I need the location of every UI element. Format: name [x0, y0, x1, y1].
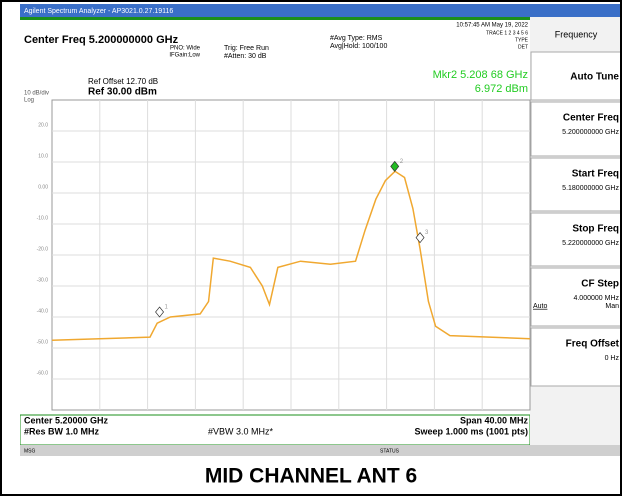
- title-bar: [20, 4, 620, 17]
- y-tick-label: -60.0: [37, 370, 49, 376]
- softkey-label: Stop Freq: [572, 224, 619, 235]
- marker-label: 3: [425, 230, 429, 236]
- sweep: Sweep 1.000 ms (1001 pts): [414, 426, 528, 436]
- clock: 10:57:45 AM May 19, 2022: [456, 23, 528, 29]
- msg: MSG: [24, 448, 36, 454]
- center-freq: Center Freq 5.200000000 GHz: [24, 34, 179, 46]
- softkey-label: Start Freq: [572, 169, 619, 180]
- log: Log: [24, 98, 34, 104]
- pno: PNO: Wide: [170, 46, 201, 52]
- marker-label: 2: [400, 159, 404, 165]
- marker-freq: Mkr2 5.208 68 GHz: [433, 69, 528, 81]
- marker: [390, 160, 400, 172]
- marker-level: 6.972 dBm: [475, 83, 528, 95]
- y-tick-label: 0.00: [38, 184, 48, 190]
- db-div: 10 dB/div: [24, 91, 49, 97]
- softkey: [530, 51, 620, 101]
- softkey-value: 0 Hz: [605, 355, 620, 362]
- footer-area: [20, 414, 531, 446]
- title-text: Agilent Spectrum Analyzer - AP3021.0.27.…: [24, 8, 173, 15]
- softkey: [530, 157, 620, 212]
- softkey-man: Man: [605, 303, 619, 310]
- softkey-label: CF Step: [581, 279, 619, 290]
- softkey-label: Auto Tune: [570, 72, 619, 83]
- avg-type: #Avg Type: RMS: [330, 35, 383, 42]
- y-tick-label: 10.0: [38, 153, 48, 159]
- span: Span 40.00 MHz: [460, 415, 529, 425]
- y-tick-label: -10.0: [37, 215, 49, 221]
- y-tick-label: -30.0: [37, 277, 49, 283]
- res-bw: #Res BW 1.0 MHz: [24, 426, 100, 436]
- ifgain: IFGain:Low: [169, 53, 200, 59]
- trig: Trig: Free Run: [224, 45, 269, 52]
- y-tick-label: -20.0: [37, 246, 49, 252]
- vbw: #VBW 3.0 MHz*: [208, 426, 274, 436]
- status: STATUS: [380, 448, 400, 454]
- softkey-auto: Auto: [533, 303, 548, 310]
- avg-hold: Avg|Hold: 100/100: [330, 43, 387, 50]
- trace-label: TRACE 1 2 3 4 5 6: [486, 30, 528, 36]
- softkey-value: 5.200000000 GHz: [562, 129, 619, 136]
- type-label: TYPE: [515, 37, 529, 43]
- footer-center: Center 5.20000 GHz: [24, 415, 109, 425]
- softkey-label: Center Freq: [563, 113, 619, 124]
- softkey-value: 4.000000 MHz: [573, 295, 619, 302]
- softkey: [530, 267, 620, 327]
- softkey: [530, 327, 620, 387]
- marker: [415, 232, 425, 244]
- softkey-value: 5.180000000 GHz: [562, 185, 619, 192]
- status-strip: [20, 17, 530, 20]
- marker: [155, 306, 164, 318]
- y-tick-label: 20.0: [38, 122, 48, 128]
- status-bar: [20, 445, 620, 456]
- y-tick-label: -40.0: [37, 308, 49, 314]
- ref-offset: Ref Offset 12.70 dB: [88, 77, 158, 86]
- det-label: DET: [518, 44, 528, 50]
- y-tick-label: -50.0: [37, 339, 49, 345]
- atten: #Atten: 30 dB: [224, 53, 267, 60]
- softkey: [530, 212, 620, 267]
- ref-level: Ref 30.00 dBm: [88, 87, 157, 98]
- caption: MID CHANNEL ANT 6: [205, 465, 417, 488]
- softkey-title: Frequency: [555, 29, 598, 39]
- softkey-value: 5.220000000 GHz: [562, 240, 619, 247]
- softkey: [530, 101, 620, 157]
- softkey-label: Freq Offset: [566, 339, 620, 350]
- marker-label: 1: [165, 305, 169, 311]
